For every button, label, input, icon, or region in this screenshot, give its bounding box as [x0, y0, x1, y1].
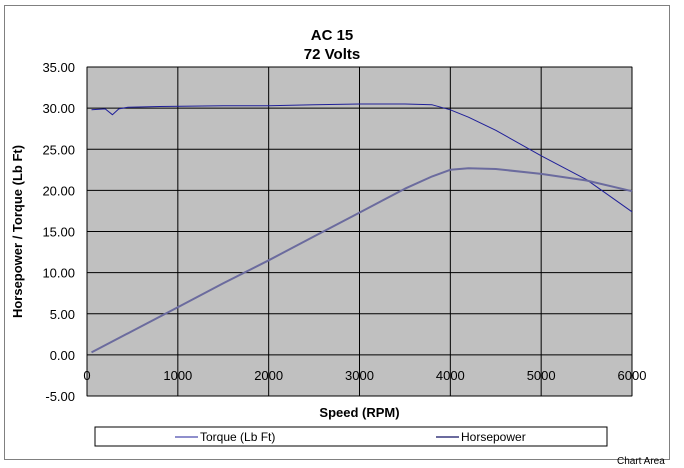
legend-label-torque: Torque (Lb Ft): [200, 430, 275, 444]
y-tick-label: 0.00: [50, 348, 75, 363]
x-tick-label: 1000: [163, 368, 192, 383]
chart-title-line-1: AC 15: [311, 27, 354, 44]
y-axis-title: Horsepower / Torque (Lb Ft): [10, 145, 25, 318]
y-tick-label: 35.00: [42, 60, 75, 75]
legend-label-horsepower: Horsepower: [461, 430, 526, 444]
y-tick-label: 10.00: [42, 266, 75, 281]
y-tick-label: 30.00: [42, 101, 75, 116]
x-tick-label: 0: [83, 368, 90, 383]
x-tick-label: 5000: [527, 368, 556, 383]
x-tick-label: 2000: [254, 368, 283, 383]
series-line-horsepower: [91, 167, 633, 354]
x-tick-label: 6000: [618, 368, 647, 383]
legend: [94, 426, 608, 447]
x-tick-label: 4000: [436, 368, 465, 383]
y-tick-label: 5.00: [50, 307, 75, 322]
y-tick-label: -5.00: [45, 389, 75, 404]
y-tick-label: 25.00: [42, 142, 75, 157]
series-line-torque-lb-ft: [91, 103, 633, 213]
x-axis-title: Speed (RPM): [319, 405, 399, 420]
series-lines: [91, 103, 633, 354]
gridlines: [86, 66, 633, 397]
y-tick-label: 20.00: [42, 183, 75, 198]
y-tick-label: 15.00: [42, 225, 75, 240]
chart-area-label: Chart Area: [617, 456, 665, 467]
chart-title-line-2: 72 Volts: [304, 46, 360, 63]
tick-labels: 35.00 30.00 25.00 20.00 15.00 10.00 5.00 0.00 -5…: [42, 60, 646, 404]
x-tick-label: 3000: [345, 368, 374, 383]
